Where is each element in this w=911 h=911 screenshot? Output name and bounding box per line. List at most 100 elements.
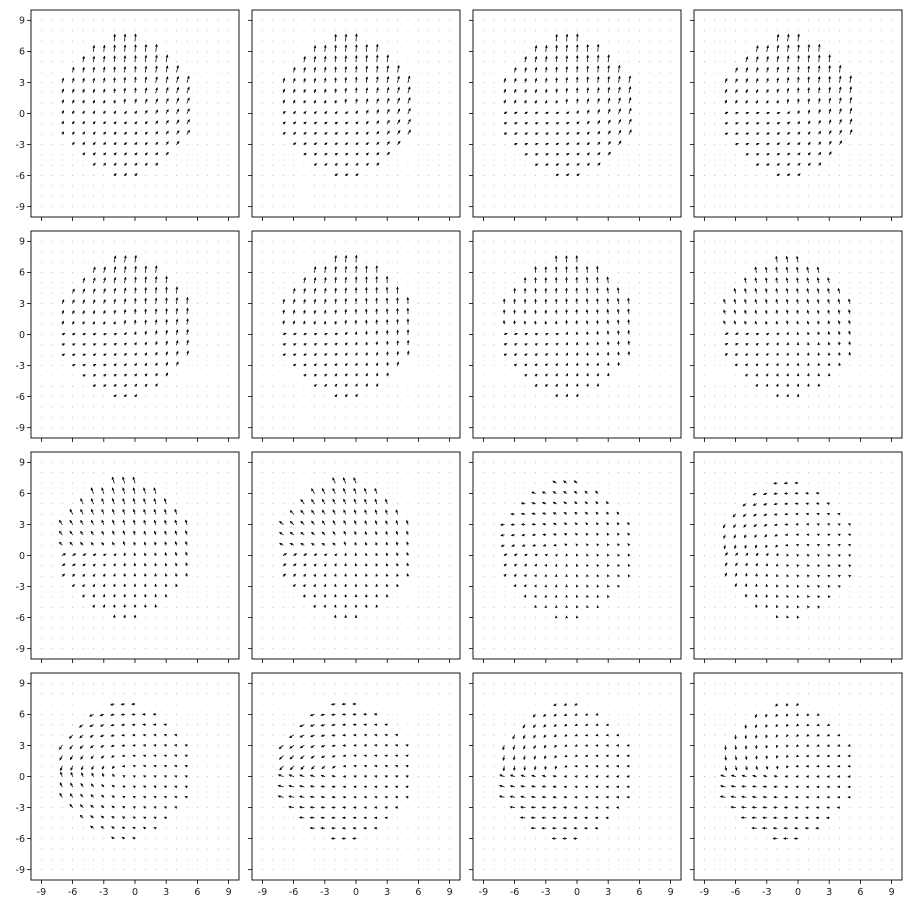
vector-arrowhead xyxy=(355,44,358,48)
grid-dot xyxy=(524,385,526,387)
grid-dot xyxy=(113,251,115,253)
grid-dot xyxy=(40,385,42,387)
vector-arrowhead xyxy=(145,109,148,113)
grid-dot xyxy=(618,50,620,52)
grid-dot xyxy=(261,206,263,208)
grid-dot xyxy=(176,240,178,242)
grid-dot xyxy=(417,206,419,208)
grid-dot xyxy=(524,396,526,398)
grid-dot xyxy=(503,206,505,208)
grid-dot xyxy=(649,19,651,21)
grid-dot xyxy=(134,406,136,408)
grid-dot xyxy=(186,61,188,63)
grid-dot xyxy=(217,71,219,73)
vector-arrowhead xyxy=(334,111,338,115)
grid-dot xyxy=(776,19,778,21)
grid-dot xyxy=(376,240,378,242)
vector-arrowhead xyxy=(355,54,358,59)
grid-dot xyxy=(649,61,651,63)
grid-dot xyxy=(859,427,861,429)
vector-arrowhead xyxy=(323,88,327,92)
grid-dot xyxy=(870,282,872,284)
grid-dot xyxy=(703,50,705,52)
grid-dot xyxy=(703,102,705,104)
vector-arrowhead xyxy=(314,142,318,146)
grid-dot xyxy=(324,261,326,263)
vector-arrowhead xyxy=(387,97,390,101)
vector-arrowhead xyxy=(345,173,349,177)
vector-arrowhead xyxy=(113,99,116,103)
grid-dot xyxy=(386,271,388,273)
grid-dot xyxy=(207,427,209,429)
grid-dot xyxy=(261,240,263,242)
grid-dot xyxy=(649,313,651,315)
grid-dot xyxy=(186,271,188,273)
grid-dot xyxy=(51,164,53,166)
vector-arrowhead xyxy=(314,163,318,166)
grid-dot xyxy=(272,133,274,135)
vector-arrowhead xyxy=(144,87,148,91)
grid-dot xyxy=(787,30,789,32)
grid-dot xyxy=(282,40,284,42)
vector-arrowhead xyxy=(323,55,327,59)
grid-dot xyxy=(313,406,315,408)
vector-arrowhead xyxy=(61,110,64,114)
grid-dot xyxy=(555,240,557,242)
grid-dot xyxy=(103,251,105,253)
grid-dot xyxy=(870,406,872,408)
vector-arrowhead xyxy=(165,65,169,69)
vector-arrowhead xyxy=(134,98,137,102)
vector-arrowhead xyxy=(134,54,137,59)
grid-dot xyxy=(165,240,167,242)
grid-dot xyxy=(438,251,440,253)
grid-dot xyxy=(828,195,830,197)
grid-dot xyxy=(334,195,336,197)
grid-dot xyxy=(534,396,536,398)
grid-dot xyxy=(670,154,672,156)
grid-dot xyxy=(628,396,630,398)
grid-dot xyxy=(649,416,651,418)
grid-dot xyxy=(703,40,705,42)
vector-arrowhead xyxy=(124,142,128,145)
grid-dot xyxy=(397,396,399,398)
grid-dot xyxy=(839,396,841,398)
grid-dot xyxy=(261,92,263,94)
grid-dot xyxy=(891,50,893,52)
grid-dot xyxy=(618,30,620,32)
grid-dot xyxy=(870,175,872,177)
grid-dot xyxy=(61,365,63,366)
grid-dot xyxy=(649,282,651,284)
vector-arrowhead xyxy=(334,44,337,48)
grid-dot xyxy=(638,154,640,156)
grid-dot xyxy=(103,175,105,177)
grid-dot xyxy=(82,175,84,177)
grid-dot xyxy=(113,30,115,32)
grid-dot xyxy=(449,206,451,208)
grid-dot xyxy=(92,195,94,197)
grid-dot xyxy=(638,133,640,135)
grid-dot xyxy=(859,303,861,304)
grid-dot xyxy=(186,185,188,187)
vector-arrowhead xyxy=(344,55,348,59)
grid-dot xyxy=(186,282,188,284)
grid-dot xyxy=(51,154,53,156)
vector-arrowhead xyxy=(345,121,349,125)
grid-dot xyxy=(618,271,620,273)
grid-dot xyxy=(228,427,230,429)
vector-arrow xyxy=(155,44,158,52)
vector-arrowhead xyxy=(155,65,158,69)
grid-dot xyxy=(859,354,861,356)
grid-dot xyxy=(849,144,851,145)
vector-arrow xyxy=(155,76,158,83)
grid-dot xyxy=(670,313,672,315)
grid-dot xyxy=(165,40,167,42)
grid-dot xyxy=(61,416,63,418)
vector-arrow xyxy=(314,45,316,52)
grid-dot xyxy=(196,292,198,294)
grid-dot xyxy=(503,375,505,377)
grid-dot xyxy=(293,282,295,284)
grid-dot xyxy=(880,185,882,187)
grid-dot xyxy=(155,19,157,21)
grid-dot xyxy=(124,30,126,32)
grid-dot xyxy=(870,427,872,429)
